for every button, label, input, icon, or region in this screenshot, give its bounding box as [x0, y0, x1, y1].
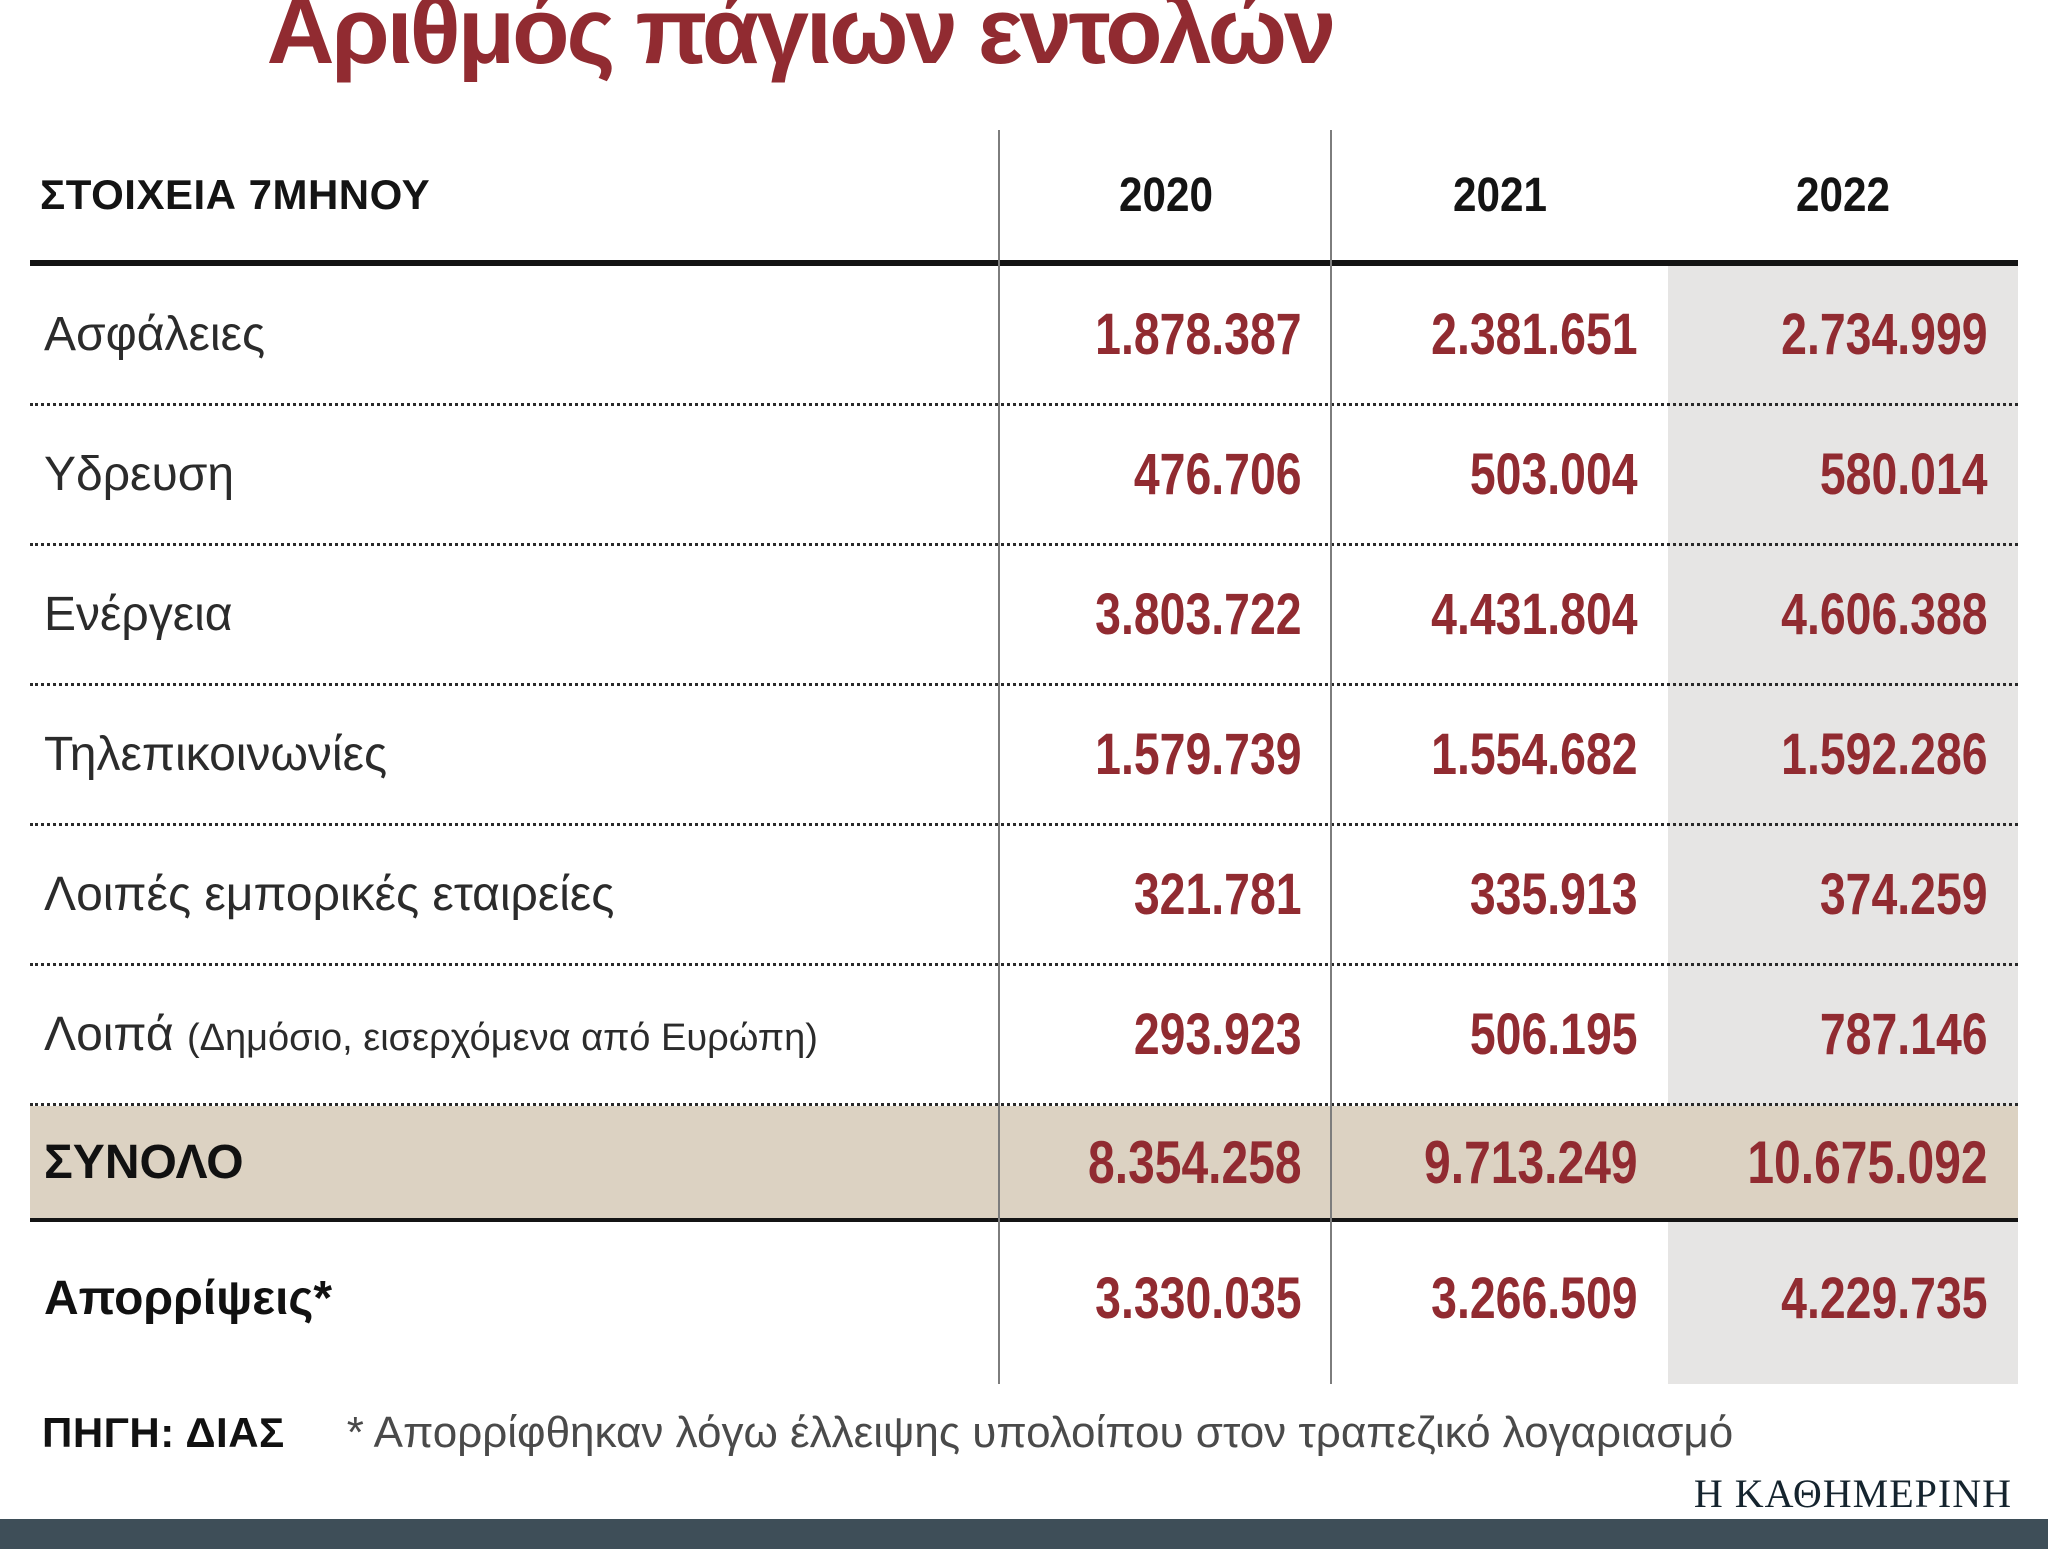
page-title: Αριθμός πάγιων εντολών [266, 0, 1337, 83]
table-row-telecom: Τηλεπικοινωνίες 1.579.739 1.554.682 1.59… [30, 686, 2018, 826]
footnote-text: * Απορρίφθηκαν λόγω έλλειψης υπολοίπου σ… [346, 1408, 1734, 1457]
row-label: Ασφάλειες [44, 308, 266, 361]
value-2021: 4.431.804 [1431, 582, 1638, 647]
row-label: Ενέργεια [44, 588, 233, 641]
total-2021: 9.713.249 [1424, 1128, 1638, 1196]
brand-bar [0, 1519, 2048, 1549]
row-label: Λοιπά [44, 1008, 174, 1061]
total-2022: 10.675.092 [1747, 1128, 1988, 1196]
value-2020: 476.706 [1133, 442, 1302, 507]
rejections-label: Απορρίψεις* [44, 1271, 333, 1325]
kathimerini-logo: Η ΚΑΘΗΜΕΡΙΝΗ [1693, 1471, 2012, 1516]
table-row-other: Λοιπά (Δημόσιο, εισερχόμενα από Ευρώπη) … [30, 966, 2018, 1106]
table-row-energy: Ενέργεια 3.803.722 4.431.804 4.606.388 [30, 546, 2018, 686]
value-2022: 374.259 [1819, 862, 1988, 927]
row-label: Υδρευση [44, 448, 235, 501]
row-label-note: (Δημόσιο, εισερχόμενα από Ευρώπη) [186, 1017, 818, 1059]
value-2020: 3.803.722 [1095, 582, 1302, 647]
column-divider-2 [1330, 130, 1332, 1384]
value-2022: 580.014 [1819, 442, 1988, 507]
value-2020: 293.923 [1133, 1002, 1302, 1067]
table-row-total: ΣΥΝΟΛΟ 8.354.258 9.713.249 10.675.092 [30, 1106, 2018, 1222]
table-row-other-commercial: Λοιπές εμπορικές εταιρείες 321.781 335.9… [30, 826, 2018, 966]
table-row-rejections: Απορρίψεις* 3.330.035 3.266.509 4.229.73… [30, 1222, 2018, 1374]
value-2021: 335.913 [1469, 862, 1638, 927]
value-2021: 506.195 [1469, 1002, 1638, 1067]
column-divider-1 [998, 130, 1000, 1384]
value-2020: 1.878.387 [1095, 302, 1302, 367]
table-header-label: ΣΤΟΙΧΕΙΑ 7ΜΗΝΟΥ [40, 171, 431, 218]
table-row-insurance: Ασφάλειες 1.878.387 2.381.651 2.734.999 [30, 266, 2018, 406]
year-header-2021: 2021 [1453, 168, 1547, 222]
table-row-water: Υδρευση 476.706 503.004 580.014 [30, 406, 2018, 546]
value-2021: 2.381.651 [1431, 302, 1638, 367]
footer-row: ΠΗΓΗ: ΔΙΑΣ * Απορρίφθηκαν λόγω έλλειψης … [42, 1408, 2014, 1458]
value-2022: 2.734.999 [1781, 302, 1988, 367]
year-header-2020: 2020 [1119, 168, 1213, 222]
value-2021: 503.004 [1469, 442, 1638, 507]
value-2022: 4.606.388 [1781, 582, 1988, 647]
value-2022: 1.592.286 [1781, 722, 1988, 787]
value-2020: 321.781 [1133, 862, 1302, 927]
source-label: ΠΗΓΗ: ΔΙΑΣ [42, 1409, 285, 1456]
row-label: Τηλεπικοινωνίες [44, 728, 388, 781]
rejections-2022: 4.229.735 [1781, 1265, 1988, 1331]
standing-orders-table: ΣΤΟΙΧΕΙΑ 7ΜΗΝΟΥ 2020 2021 2022 Ασφάλειες… [30, 130, 2018, 1384]
value-2021: 1.554.682 [1431, 722, 1638, 787]
rejections-2020: 3.330.035 [1095, 1265, 1302, 1331]
year-header-2022: 2022 [1796, 168, 1890, 222]
total-label: ΣΥΝΟΛΟ [44, 1135, 244, 1189]
value-2020: 1.579.739 [1095, 722, 1302, 787]
total-2020: 8.354.258 [1088, 1128, 1302, 1196]
rejections-2021: 3.266.509 [1431, 1265, 1638, 1331]
value-2022: 787.146 [1819, 1002, 1988, 1067]
row-label: Λοιπές εμπορικές εταιρείες [44, 868, 615, 921]
table-header-row: ΣΤΟΙΧΕΙΑ 7ΜΗΝΟΥ 2020 2021 2022 [30, 130, 2018, 266]
